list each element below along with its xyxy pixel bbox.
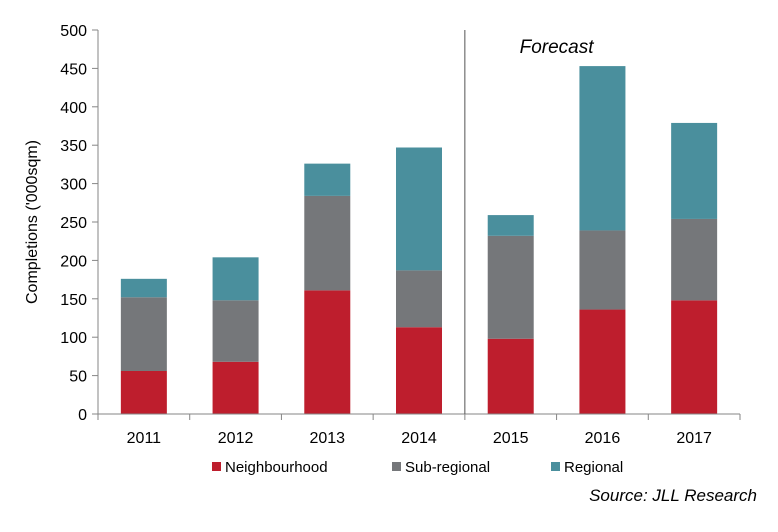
bar-neighbourhood-2017 xyxy=(671,300,718,414)
bar-regional-2014 xyxy=(396,147,442,271)
bar-regional-2017 xyxy=(671,122,718,219)
source-note: Source: JLL Research xyxy=(589,486,757,505)
y-tick-label: 150 xyxy=(60,292,87,309)
y-tick-label: 100 xyxy=(60,330,87,347)
bar-regional-2012 xyxy=(212,257,259,301)
legend-label: Neighbourhood xyxy=(225,459,328,476)
bar-regional-2015 xyxy=(487,215,534,236)
y-tick-label: 300 xyxy=(60,177,87,194)
legend-swatch-regional xyxy=(551,462,560,471)
bar-neighbourhood-2011 xyxy=(120,370,167,414)
y-axis-ticks: 0 50 100 150 200 250 300 350 400 450 500 xyxy=(60,23,98,424)
legend: Neighbourhood Sub-regional Regional xyxy=(212,459,623,476)
bar-sub-regional-2014 xyxy=(396,270,442,328)
bar-sub-regional-2011 xyxy=(120,297,167,371)
x-axis-ticks: 2011 2012 2013 2014 2015 2016 2017 xyxy=(97,414,741,447)
x-tick-label: 2017 xyxy=(676,430,712,447)
bar-sub-regional-2012 xyxy=(212,300,259,362)
bar-sub-regional-2016 xyxy=(579,230,626,310)
bar-neighbourhood-2012 xyxy=(212,361,259,414)
bar-neighbourhood-2015 xyxy=(487,338,534,414)
y-tick-label: 350 xyxy=(60,138,87,155)
legend-swatch-neighbourhood xyxy=(212,462,221,471)
x-tick-label: 2016 xyxy=(585,430,621,447)
bar-regional-2011 xyxy=(120,278,167,298)
y-tick-label: 500 xyxy=(60,23,87,40)
x-tick-label: 2013 xyxy=(309,430,345,447)
bar-sub-regional-2013 xyxy=(304,195,351,291)
y-axis-title: Completions ('000sqm) xyxy=(24,140,41,304)
y-tick-label: 0 xyxy=(78,407,87,424)
legend-swatch-sub-regional xyxy=(392,462,401,471)
bar-sub-regional-2017 xyxy=(671,218,718,301)
x-tick-label: 2015 xyxy=(493,430,529,447)
bar-regional-2016 xyxy=(579,66,626,231)
y-tick-label: 50 xyxy=(69,369,87,386)
bar-regional-2013 xyxy=(304,163,351,196)
bar-neighbourhood-2016 xyxy=(579,309,626,414)
x-tick-label: 2012 xyxy=(218,430,254,447)
x-tick-label: 2014 xyxy=(401,430,437,447)
bar-sub-regional-2015 xyxy=(487,235,534,339)
y-tick-label: 400 xyxy=(60,100,87,117)
x-tick-label: 2011 xyxy=(127,430,162,447)
bar-neighbourhood-2014 xyxy=(396,327,442,414)
bar-stacks xyxy=(120,66,718,414)
forecast-annotation: Forecast xyxy=(520,37,595,58)
legend-label: Regional xyxy=(564,459,623,476)
legend-label: Sub-regional xyxy=(405,459,490,476)
y-tick-label: 450 xyxy=(60,61,87,78)
bar-neighbourhood-2013 xyxy=(304,290,351,414)
y-tick-label: 250 xyxy=(60,215,87,232)
y-tick-label: 200 xyxy=(60,253,87,270)
